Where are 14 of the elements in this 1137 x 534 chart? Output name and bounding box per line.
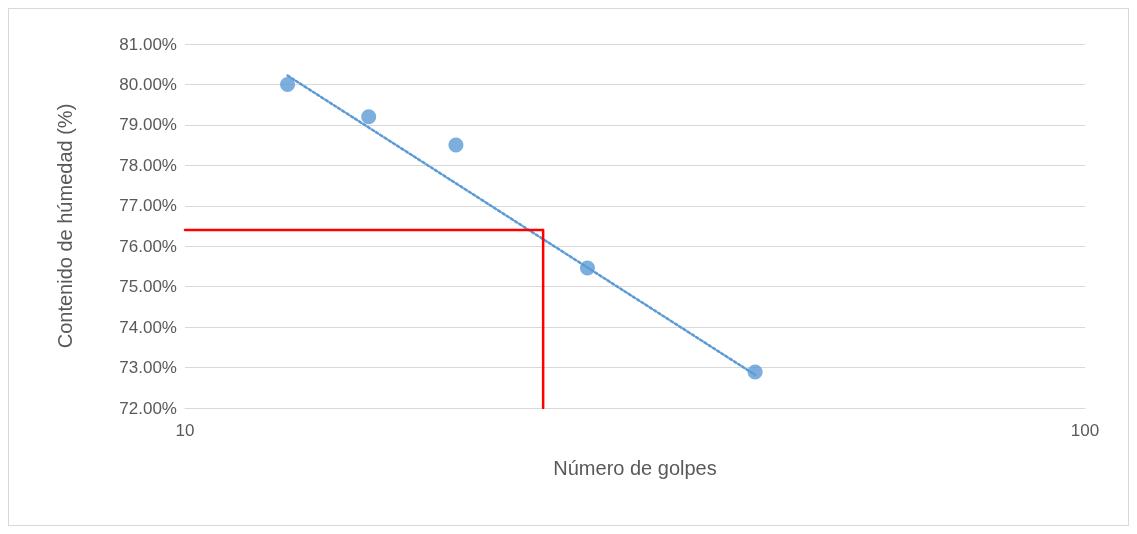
y-tick-label: 75.00%	[119, 277, 177, 297]
y-tick-label: 74.00%	[119, 317, 177, 337]
y-tick-label: 77.00%	[119, 196, 177, 216]
y-tick-label: 80.00%	[119, 74, 177, 94]
y-tick-label: 78.00%	[119, 155, 177, 175]
x-tick-label: 10	[175, 421, 195, 440]
y-tick-label: 79.00%	[119, 115, 177, 135]
y-tick-label: 81.00%	[119, 34, 177, 54]
y-tick-label: 73.00%	[119, 358, 177, 378]
y-axis-title: Contenido de húmedad (%)	[54, 103, 76, 349]
x-tick-label: 100	[1070, 421, 1100, 440]
y-tick-label: 76.00%	[119, 236, 177, 256]
x-axis-title: Número de golpes	[553, 457, 717, 479]
y-tick-label: 72.00%	[119, 398, 177, 418]
